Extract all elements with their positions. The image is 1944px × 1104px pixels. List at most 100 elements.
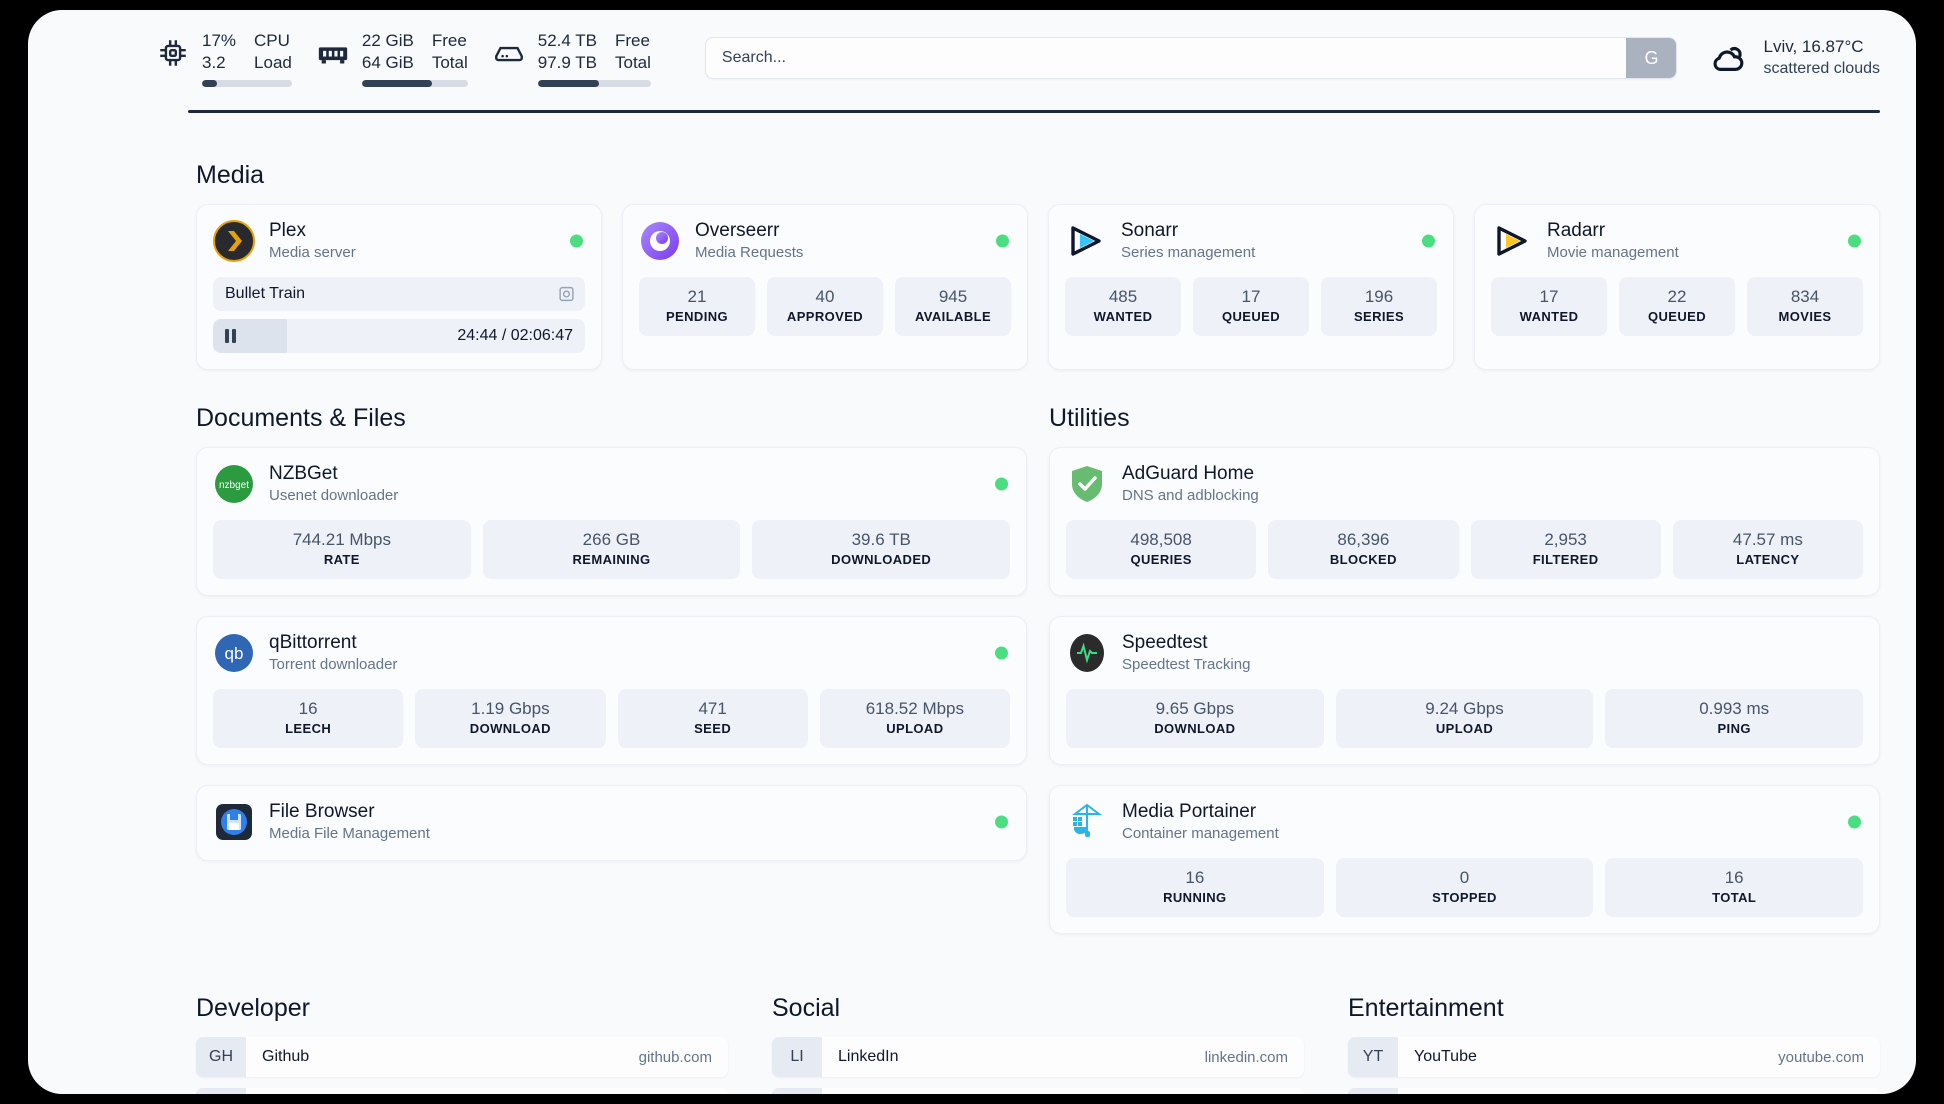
service-card-adguard-home[interactable]: AdGuard Home DNS and adblocking 498,508 … (1049, 447, 1880, 596)
speedtest-icon (1066, 632, 1108, 674)
cpu-label: CPU (254, 30, 290, 50)
stats-row: 16 LEECH 1.19 Gbps DOWNLOAD 471 SEED (213, 689, 1010, 748)
stat-label: DOWNLOADED (831, 552, 932, 567)
bookmarks-grid: Developer GH Github github.com SO StackO… (196, 994, 1880, 1094)
service-card-media-portainer[interactable]: Media Portainer Container management 16 … (1049, 785, 1880, 934)
search-engine-button[interactable]: G (1626, 38, 1677, 78)
stats-row: 16 RUNNING 0 STOPPED 16 TOTAL (1066, 858, 1864, 917)
section-title-documents: Documents & Files (196, 404, 406, 432)
stat-box: 17 WANTED (1491, 277, 1607, 336)
bookmark-group-social: Social LI LinkedIn linkedin.com TW Twitt… (772, 994, 1304, 1094)
stat-box: 744.21 Mbps RATE (213, 520, 471, 579)
cast-icon[interactable] (558, 286, 575, 303)
bookmark-url: youtube.com (1778, 1048, 1864, 1066)
stat-box: 618.52 Mbps UPLOAD (819, 689, 1010, 748)
service-card-nzbget[interactable]: nzbget NZBGet Usenet downloader 74 (196, 447, 1027, 596)
list-item[interactable]: TW Twitter twitter.com (772, 1088, 1304, 1094)
disk-total-value: 97.9 TB (537, 52, 597, 72)
bookmark-abbr: YT (1348, 1037, 1398, 1077)
card-title: File Browser (269, 801, 375, 822)
stat-box: 498,508 QUERIES (1066, 520, 1257, 579)
card-subtitle: Media Requests (695, 244, 804, 261)
list-item[interactable]: SO StackOverflow stackoverflow.com (196, 1088, 728, 1094)
service-card-plex[interactable]: Plex Media server Bullet Train (196, 204, 602, 370)
search-input[interactable] (705, 38, 1627, 78)
ram-free-value: 22 GiB (361, 30, 414, 50)
stat-label: PING (1717, 721, 1751, 736)
service-card-sonarr[interactable]: Sonarr Series management 485 WANTED 17 Q… (1048, 204, 1454, 370)
pause-icon[interactable] (225, 329, 236, 343)
stat-label: LATENCY (1736, 552, 1800, 567)
stat-value: 9.24 Gbps (1425, 699, 1504, 718)
list-item[interactable]: NF Netflix netflix.com (1348, 1088, 1880, 1094)
stat-box: 16 TOTAL (1605, 858, 1864, 917)
header-divider (188, 110, 1880, 113)
portainer-icon (1066, 801, 1108, 843)
stat-value: 834 (1790, 287, 1820, 306)
cpu-usage-value: 17% (202, 30, 237, 50)
stat-label: QUERIES (1130, 552, 1192, 567)
card-subtitle: Series management (1121, 244, 1256, 261)
stat-value: 40 (815, 287, 835, 306)
stat-value: 485 (1108, 287, 1138, 306)
ram-icon (316, 36, 350, 70)
stat-value: 1.19 Gbps (471, 699, 550, 718)
svg-text:nzbget: nzbget (219, 480, 249, 491)
overseerr-icon (639, 220, 681, 262)
media-card-grid: Plex Media server Bullet Train (196, 204, 1880, 370)
service-card-file-browser[interactable]: File Browser Media File Management (196, 785, 1027, 861)
stats-row: 744.21 Mbps RATE 266 GB REMAINING 39.6 T… (213, 520, 1011, 579)
service-card-overseerr[interactable]: Overseerr Media Requests 21 PENDING 40 A… (622, 204, 1028, 370)
stat-value: 16 (1185, 868, 1205, 887)
stat-label: SERIES (1353, 309, 1405, 324)
card-subtitle: Speedtest Tracking (1122, 656, 1251, 673)
card-title: Radarr (1547, 220, 1606, 241)
documents-column: Documents & Files nzbget NZBGet (196, 404, 1027, 934)
stats-row: 498,508 QUERIES 86,396 BLOCKED 2,953 FIL… (1066, 520, 1863, 579)
cloud-icon (1707, 37, 1749, 79)
list-item[interactable]: YT YouTube youtube.com (1348, 1037, 1880, 1077)
stat-label: DOWNLOAD (1154, 721, 1236, 736)
card-title: AdGuard Home (1122, 463, 1255, 484)
status-badge (996, 234, 1009, 248)
bookmark-group-title: Social (772, 994, 841, 1022)
stat-value: 17 (1539, 287, 1559, 306)
adguard-shield-icon (1066, 463, 1108, 505)
bookmark-abbr: TW (772, 1088, 822, 1094)
stat-label: SEED (694, 721, 732, 736)
list-item[interactable]: GH Github github.com (196, 1037, 728, 1077)
search-bar[interactable]: G (704, 37, 1678, 79)
disk-total-label: Total (615, 52, 651, 72)
service-card-speedtest[interactable]: Speedtest Speedtest Tracking 9.65 Gbps D… (1049, 616, 1880, 765)
bookmark-url: twitter.com (1216, 1088, 1304, 1094)
stat-box: 485 WANTED (1065, 277, 1181, 336)
playback-progress-bar[interactable]: 24:44 / 02:06:47 (213, 319, 585, 353)
status-badge (995, 815, 1008, 829)
cpu-usage-bar (202, 79, 292, 87)
stat-label: APPROVED (786, 309, 864, 324)
stat-label: RUNNING (1163, 890, 1227, 905)
stat-value: 9.65 Gbps (1155, 699, 1235, 718)
section-title-utilities: Utilities (1049, 404, 1130, 432)
card-title: qBittorrent (269, 632, 357, 653)
disk-usage-bar (537, 79, 651, 87)
stat-box: 17 QUEUED (1193, 277, 1309, 336)
sonarr-icon (1065, 220, 1107, 262)
bookmark-group-entertainment: Entertainment YT YouTube youtube.com NF … (1348, 994, 1880, 1094)
service-card-radarr[interactable]: Radarr Movie management 17 WANTED 22 QUE… (1474, 204, 1880, 370)
status-badge (570, 234, 583, 248)
ram-free-label: Free (431, 30, 467, 50)
bookmark-url: linkedin.com (1204, 1048, 1288, 1066)
stat-box: 47.57 ms LATENCY (1672, 520, 1863, 579)
card-subtitle: Media File Management (269, 825, 430, 842)
bookmark-abbr: NF (1348, 1088, 1398, 1094)
stat-value: 0 (1459, 868, 1470, 887)
service-card-qbittorrent[interactable]: qb qBittorrent Torrent downloader (196, 616, 1027, 765)
stat-box: 39.6 TB DOWNLOADED (752, 520, 1011, 579)
stat-box: 196 SERIES (1321, 277, 1437, 336)
list-item[interactable]: LI LinkedIn linkedin.com (772, 1037, 1304, 1077)
stat-value: 17 (1241, 287, 1261, 306)
cpu-load-label: Load (254, 52, 292, 72)
bookmark-name: YouTube (1414, 1048, 1477, 1065)
radarr-icon (1491, 220, 1533, 262)
